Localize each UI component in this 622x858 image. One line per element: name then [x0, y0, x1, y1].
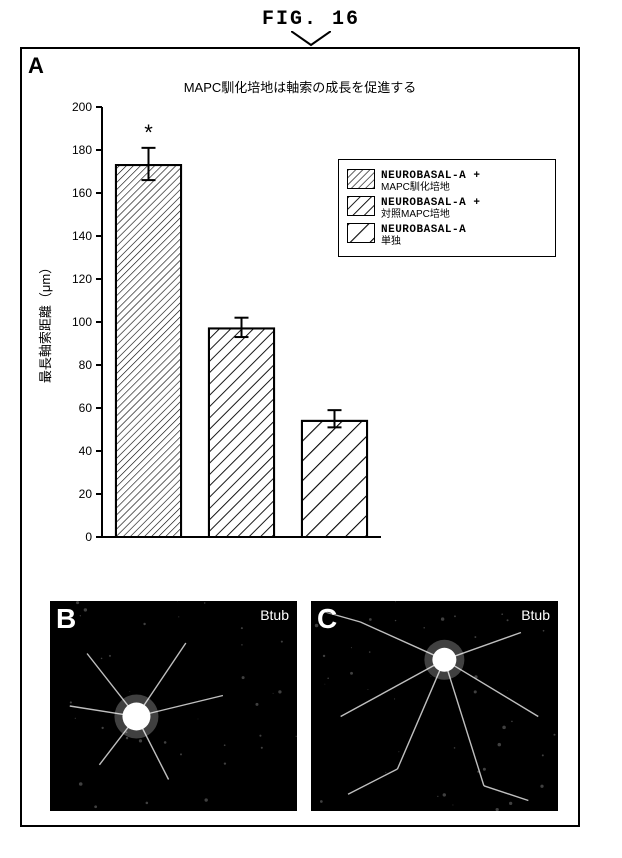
chart-title: MAPC馴化培地は軸索の成長を促進する	[22, 77, 578, 96]
micrograph-label: Btub	[260, 607, 289, 623]
micrograph-b: B Btub	[50, 601, 297, 811]
svg-text:0: 0	[85, 530, 92, 544]
svg-text:最長軸索距離（μm）: 最長軸索距離（μm）	[38, 261, 53, 383]
panel-letter: C	[317, 603, 337, 635]
legend-label: NEUROBASAL-A 単独	[381, 223, 466, 247]
micrograph-label: Btub	[521, 607, 550, 623]
legend-box: NEUROBASAL-A + MAPC馴化培地 NEUROBASAL-A + 対照…	[338, 159, 556, 257]
svg-text:100: 100	[72, 315, 92, 329]
svg-text:60: 60	[79, 401, 93, 415]
micrograph-c: C Btub	[311, 601, 558, 811]
figure-title: FIG. 16	[0, 8, 622, 31]
legend-swatch	[347, 223, 375, 243]
svg-text:20: 20	[79, 487, 93, 501]
panel-letter: B	[56, 603, 76, 635]
svg-text:120: 120	[72, 272, 92, 286]
legend-swatch	[347, 196, 375, 216]
svg-text:140: 140	[72, 229, 92, 243]
svg-text:160: 160	[72, 186, 92, 200]
legend-item: NEUROBASAL-A + 対照MAPC培地	[347, 196, 547, 220]
legend-label: NEUROBASAL-A + 対照MAPC培地	[381, 196, 480, 220]
legend-item: NEUROBASAL-A + MAPC馴化培地	[347, 169, 547, 193]
svg-text:*: *	[144, 120, 153, 145]
notch	[0, 31, 622, 47]
svg-text:80: 80	[79, 358, 93, 372]
svg-text:180: 180	[72, 143, 92, 157]
panel-a-label: A	[28, 53, 44, 79]
legend-swatch	[347, 169, 375, 189]
micrograph-row: B Btub C Btub	[50, 601, 558, 811]
legend-item: NEUROBASAL-A 単独	[347, 223, 547, 247]
svg-text:200: 200	[72, 100, 92, 114]
legend-label: NEUROBASAL-A + MAPC馴化培地	[381, 169, 480, 193]
figure-panel: A MAPC馴化培地は軸索の成長を促進する 0 20 40 60 80 100 120 140…	[20, 47, 580, 827]
svg-text:40: 40	[79, 444, 93, 458]
